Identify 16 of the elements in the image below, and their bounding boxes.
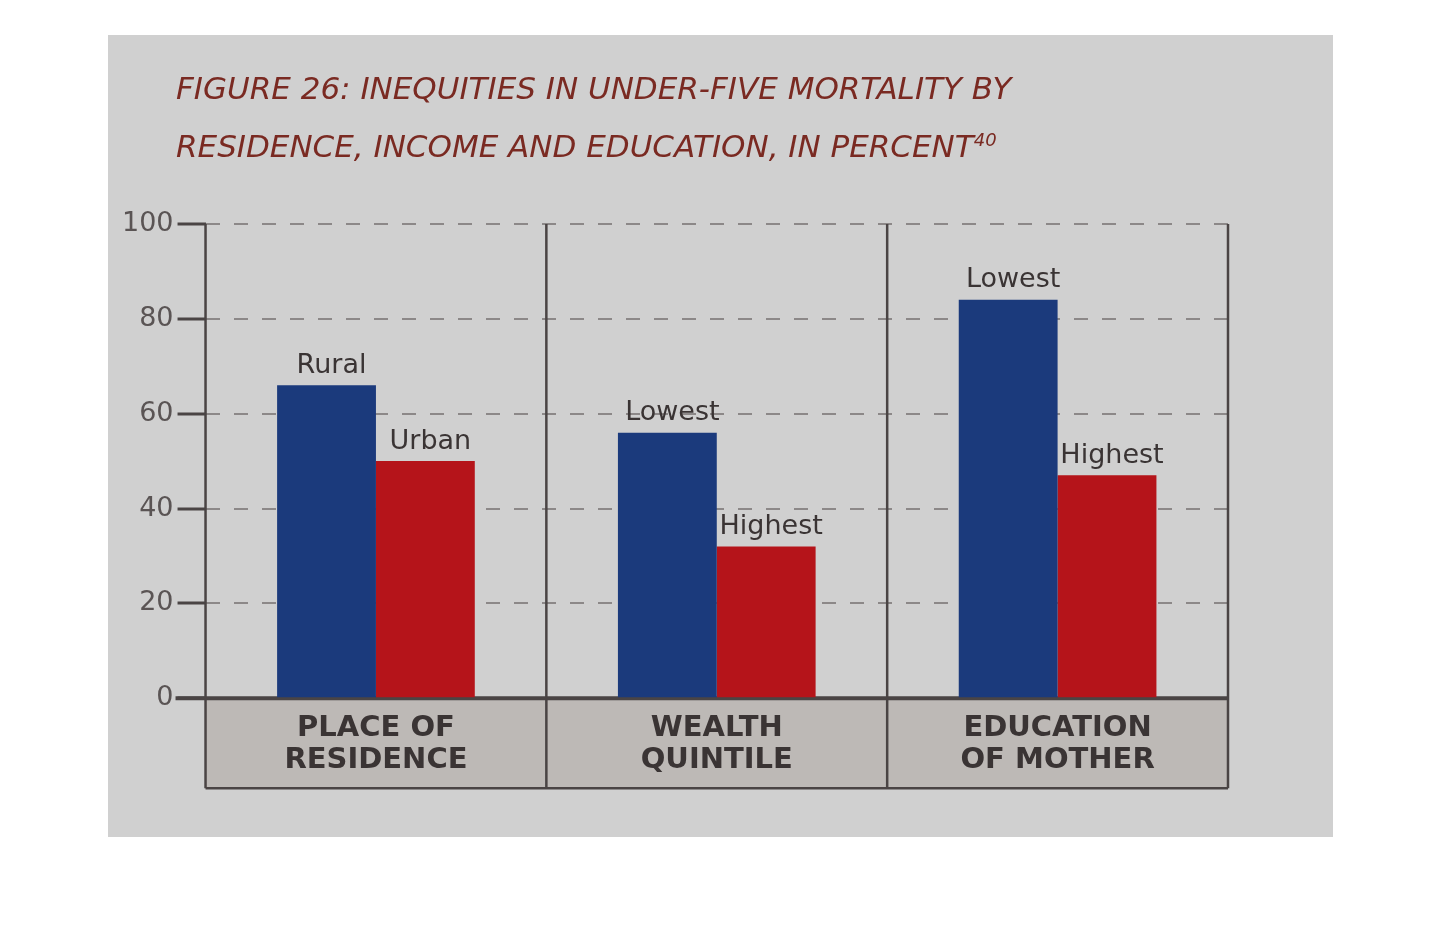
annotation: Highest <box>719 508 823 540</box>
y-tick-label: 100 <box>121 206 174 238</box>
y-tick-label: 40 <box>139 490 174 522</box>
annotation: Lowest <box>625 395 720 427</box>
annotation: Urban <box>389 423 472 455</box>
y-tick-label: 0 <box>156 680 174 712</box>
annotation: Lowest <box>965 262 1061 294</box>
y-tick-label: 80 <box>139 300 174 332</box>
x-tick-label: WEALTH QUINTILE <box>640 708 793 775</box>
annotation: Highest <box>1060 437 1164 469</box>
chart-title: FIGURE 26: INEQUITIES IN UNDER-FIVE MORTALITY BY RESIDENCE, INCOME AND EDUCATION, IN PERCENT$^{40}$ <box>176 69 1014 167</box>
y-tick-label: 20 <box>139 585 174 617</box>
y-tick-label: 60 <box>139 395 174 427</box>
annotation: Rural <box>296 347 367 379</box>
x-tick-label: EDUCATION OF MOTHER <box>960 708 1155 775</box>
x-tick-label: PLACE OF RESIDENCE <box>284 708 468 775</box>
